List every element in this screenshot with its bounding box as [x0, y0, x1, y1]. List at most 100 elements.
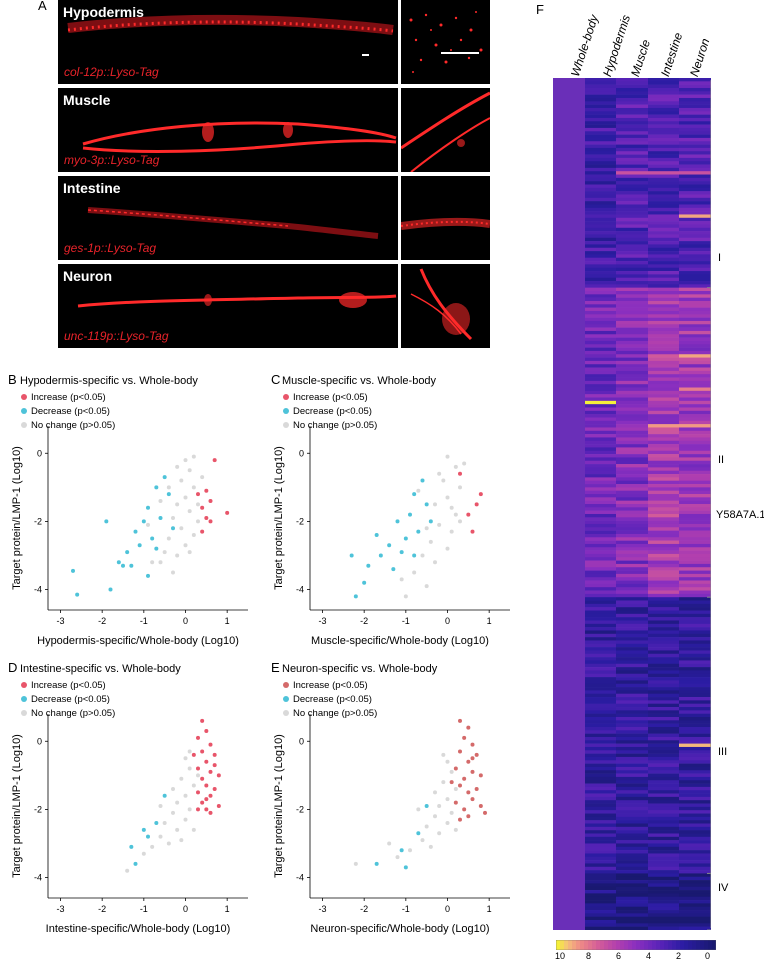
heatmap-cell [616, 384, 648, 388]
heatmap-cell [616, 504, 648, 508]
heatmap-cell [585, 267, 616, 272]
colorbar-segment [596, 940, 601, 950]
heatmap-cell [585, 803, 616, 808]
heatmap-cell [585, 387, 616, 392]
heatmap-cell [679, 910, 711, 914]
heatmap-cell [679, 181, 711, 185]
nochange-point [437, 522, 442, 527]
heatmap-cell [585, 753, 616, 758]
heatmap-cell [585, 850, 616, 854]
colorbar-segment [652, 940, 657, 950]
nochange-point [166, 841, 171, 846]
heatmap-cell [648, 410, 679, 415]
heatmap-cell [585, 670, 616, 675]
heatmap-cell [679, 154, 711, 159]
heatmap-cell [616, 204, 648, 209]
heatmap-cell [585, 457, 616, 462]
heatmap-cell [616, 467, 648, 472]
heatmap-cell [585, 454, 616, 458]
heatmap-column-label: Neuron [687, 36, 713, 79]
heatmap-cell [648, 440, 679, 445]
heatmap-cell [648, 307, 679, 312]
heatmap-cell [679, 264, 711, 269]
decrease-point [408, 512, 412, 517]
heatmap-cell [616, 883, 648, 888]
heatmap-cell [648, 217, 679, 222]
nochange-point [399, 577, 404, 582]
decrease-point [137, 543, 142, 548]
heatmap-cell [648, 467, 679, 472]
heatmap-cell [585, 334, 616, 338]
heatmap-cell [616, 663, 648, 668]
decrease-point [399, 848, 404, 853]
heatmap-cell [585, 450, 616, 455]
increase-point [216, 804, 221, 808]
heatmap-cell [648, 167, 679, 172]
heatmap-cell [616, 84, 648, 89]
heatmap-cell [648, 394, 679, 398]
y-tick-label: 0 [299, 448, 304, 458]
heatmap-cell [585, 790, 616, 794]
heatmap-cell [648, 823, 679, 828]
heatmap-cell [616, 297, 648, 302]
heatmap-cell [679, 690, 711, 695]
heatmap-cell [648, 697, 679, 701]
heatmap-cell [585, 310, 616, 315]
heatmap-cell [679, 450, 711, 455]
heatmap-cell [679, 124, 711, 129]
increase-point [453, 800, 458, 805]
heatmap-cell [679, 171, 711, 175]
colorbar-tick: 10 [555, 951, 566, 961]
heatmap-cell [585, 906, 616, 911]
heatmap-cell [648, 610, 679, 615]
heatmap-cell [648, 707, 679, 711]
heatmap-cell [616, 454, 648, 458]
heatmap-cell [679, 494, 711, 498]
heatmap-cell [616, 347, 648, 352]
heatmap-cell [648, 211, 679, 215]
micrograph-zoom [401, 0, 490, 84]
heatmap-cell [585, 880, 616, 884]
increase-point [208, 793, 213, 798]
heatmap-cell [648, 517, 679, 521]
heatmap-cell [679, 247, 711, 252]
heatmap-cell [585, 623, 616, 628]
legend-label: Decrease (p<0.05) [293, 694, 372, 705]
decrease-point [129, 844, 134, 849]
heatmap-cell [616, 144, 648, 149]
increase-point [466, 512, 471, 517]
increase-point [208, 519, 213, 524]
heatmap-cell [679, 300, 711, 305]
heatmap-cell [585, 127, 616, 132]
heatmap-cell [616, 470, 648, 475]
nochange-point [196, 773, 200, 778]
heatmap-cell [585, 107, 616, 112]
heatmap-cell [585, 277, 616, 282]
heatmap-cell [648, 261, 679, 265]
heatmap-cell [648, 803, 679, 808]
heatmap-cell [616, 560, 648, 565]
heatmap-cell [679, 870, 711, 874]
heatmap-cell [679, 440, 711, 445]
heatmap-cell [679, 157, 711, 162]
heatmap-cell [616, 826, 648, 831]
heatmap-cell [616, 450, 648, 455]
heatmap-column-label: Muscle [628, 37, 654, 79]
heatmap-cell [585, 883, 616, 888]
heatmap-cell [616, 474, 648, 478]
nochange-point [171, 516, 175, 520]
heatmap-cell [679, 580, 711, 585]
heatmap-cell [648, 693, 679, 698]
heatmap-cell [648, 317, 679, 322]
x-tick-label: 0 [183, 616, 188, 626]
nochange-point [387, 841, 392, 846]
heatmap-cell [679, 650, 711, 655]
heatmap-cell [679, 600, 711, 605]
heatmap-cell [585, 297, 616, 302]
colorbar-tick: 6 [616, 951, 622, 961]
heatmap-cell [616, 527, 648, 531]
heatmap-cell [585, 810, 616, 814]
heatmap-cell [616, 281, 648, 285]
heatmap-cell [679, 350, 711, 355]
heatmap-cell [679, 490, 711, 495]
